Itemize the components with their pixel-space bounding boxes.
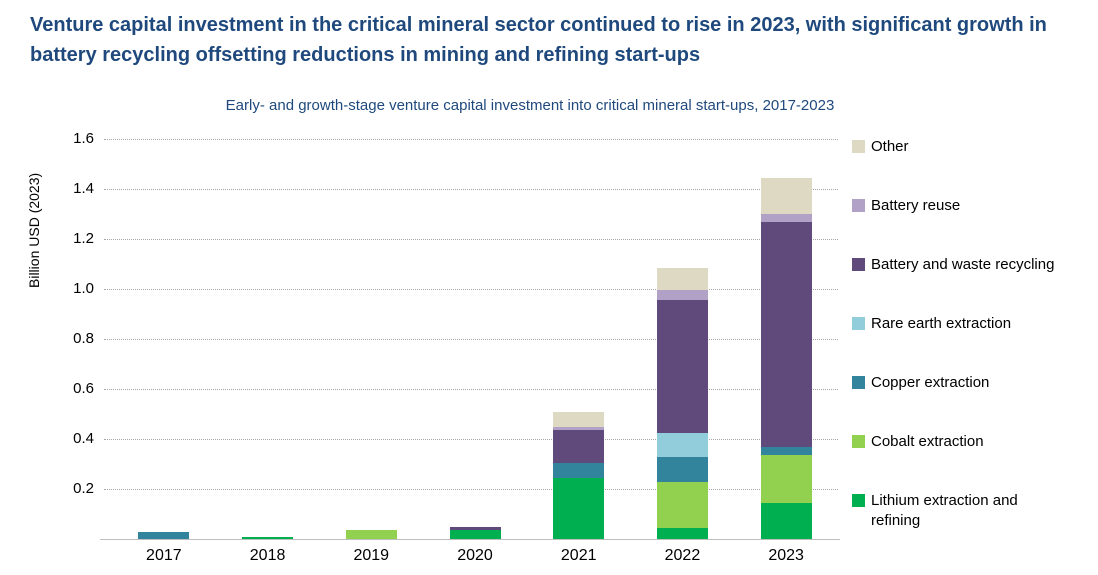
x-tick-label-2021: 2021 [560,547,597,564]
bar-2018-lithium-extraction-and-refining [242,536,294,539]
gridline-0.6 [104,389,838,390]
bar-2022-battery-and-waste-recycling [656,300,708,433]
x-axis-line [100,539,840,540]
bar-2021-copper-extraction [553,462,605,478]
y-tick-label-0.8: 0.8 [73,330,94,347]
x-tick-label-2019: 2019 [353,547,390,564]
legend-label-rare-earth-extraction: Rare earth extraction [871,315,1012,332]
legend-item-lithium-extraction-and-refining: Lithium extraction and refining [852,491,1092,531]
legend-swatch-cobalt-extraction [852,435,865,448]
gridline-1.6 [104,139,838,140]
legend-swatch-copper-extraction [852,376,865,389]
bar-2021-battery-reuse [553,427,605,431]
bar-2023-other [760,177,812,214]
x-tick-label-2018: 2018 [249,547,286,564]
page-title: Venture capital investment in the critic… [30,14,1047,66]
legend-label-lithium-extraction-and-refining: Lithium extraction and refining [871,492,1018,529]
bar-2022-other [656,267,708,291]
bar-2021-battery-and-waste-recycling [553,430,605,463]
bar-2022-cobalt-extraction [656,481,708,528]
bar-2022-copper-extraction [656,456,708,482]
legend-swatch-battery-and-waste-recycling [852,258,865,271]
y-tick-label-1.6: 1.6 [73,130,94,147]
legend-swatch-rare-earth-extraction [852,317,865,330]
bar-2023-battery-reuse [760,214,812,222]
bar-2023-copper-extraction [760,446,812,456]
x-tick-label-2020: 2020 [457,547,493,564]
x-tick-label-2022: 2022 [664,547,701,564]
gridline-1 [104,289,838,290]
y-axis-label: Billion USD (2023) [26,172,42,288]
legend-swatch-other [852,140,865,153]
legend-label-cobalt-extraction: Cobalt extraction [871,433,984,450]
chart-subtitle: Early- and growth-stage venture capital … [225,97,835,114]
y-tick-label-0.2: 0.2 [73,480,94,497]
legend-item-copper-extraction: Copper extraction [852,373,1092,393]
y-tick-label-1: 1.0 [73,280,94,297]
legend-item-cobalt-extraction: Cobalt extraction [852,432,1092,452]
legend-item-battery-reuse: Battery reuse [852,196,1092,216]
bar-2021-lithium-extraction-and-refining [553,477,605,539]
bar-2017-copper-extraction [138,531,190,539]
bar-2021-other [553,412,605,428]
bar-2023-lithium-extraction-and-refining [760,502,812,539]
x-tick-label-2017: 2017 [146,547,182,564]
y-tick-label-1.2: 1.2 [73,230,94,247]
x-tick-label-2023: 2023 [768,547,804,564]
legend: Other Battery reuse Battery and waste recy… [852,137,1092,570]
y-tick-label-0.6: 0.6 [73,380,94,397]
legend-swatch-lithium-extraction-and-refining [852,494,865,507]
y-tick-label-1.4: 1.4 [73,180,94,197]
legend-item-battery-and-waste-recycling: Battery and waste recycling [852,255,1092,275]
bar-2020-lithium-extraction-and-refining [449,530,501,539]
gridline-1.2 [104,239,838,240]
gridline-0.4 [104,439,838,440]
bar-2020-battery-and-waste-recycling [449,526,501,531]
bar-2022-rare-earth-extraction [656,432,708,457]
bar-2022-lithium-extraction-and-refining [656,527,708,539]
legend-label-other: Other [871,138,909,155]
gridline-1.4 [104,189,838,190]
gridline-0.8 [104,339,838,340]
legend-item-rare-earth-extraction: Rare earth extraction [852,314,1092,334]
bar-2023-battery-and-waste-recycling [760,221,812,447]
bar-2019-cobalt-extraction [345,530,397,539]
legend-label-copper-extraction: Copper extraction [871,374,990,391]
legend-label-battery-and-waste-recycling: Battery and waste recycling [871,256,1055,273]
gridline-0.2 [104,489,838,490]
bar-2023-cobalt-extraction [760,455,812,503]
legend-swatch-battery-reuse [852,199,865,212]
legend-label-battery-reuse: Battery reuse [871,197,961,214]
y-tick-label-0.4: 0.4 [73,430,94,447]
legend-item-other: Other [852,137,1092,157]
bar-2022-battery-reuse [656,290,708,301]
